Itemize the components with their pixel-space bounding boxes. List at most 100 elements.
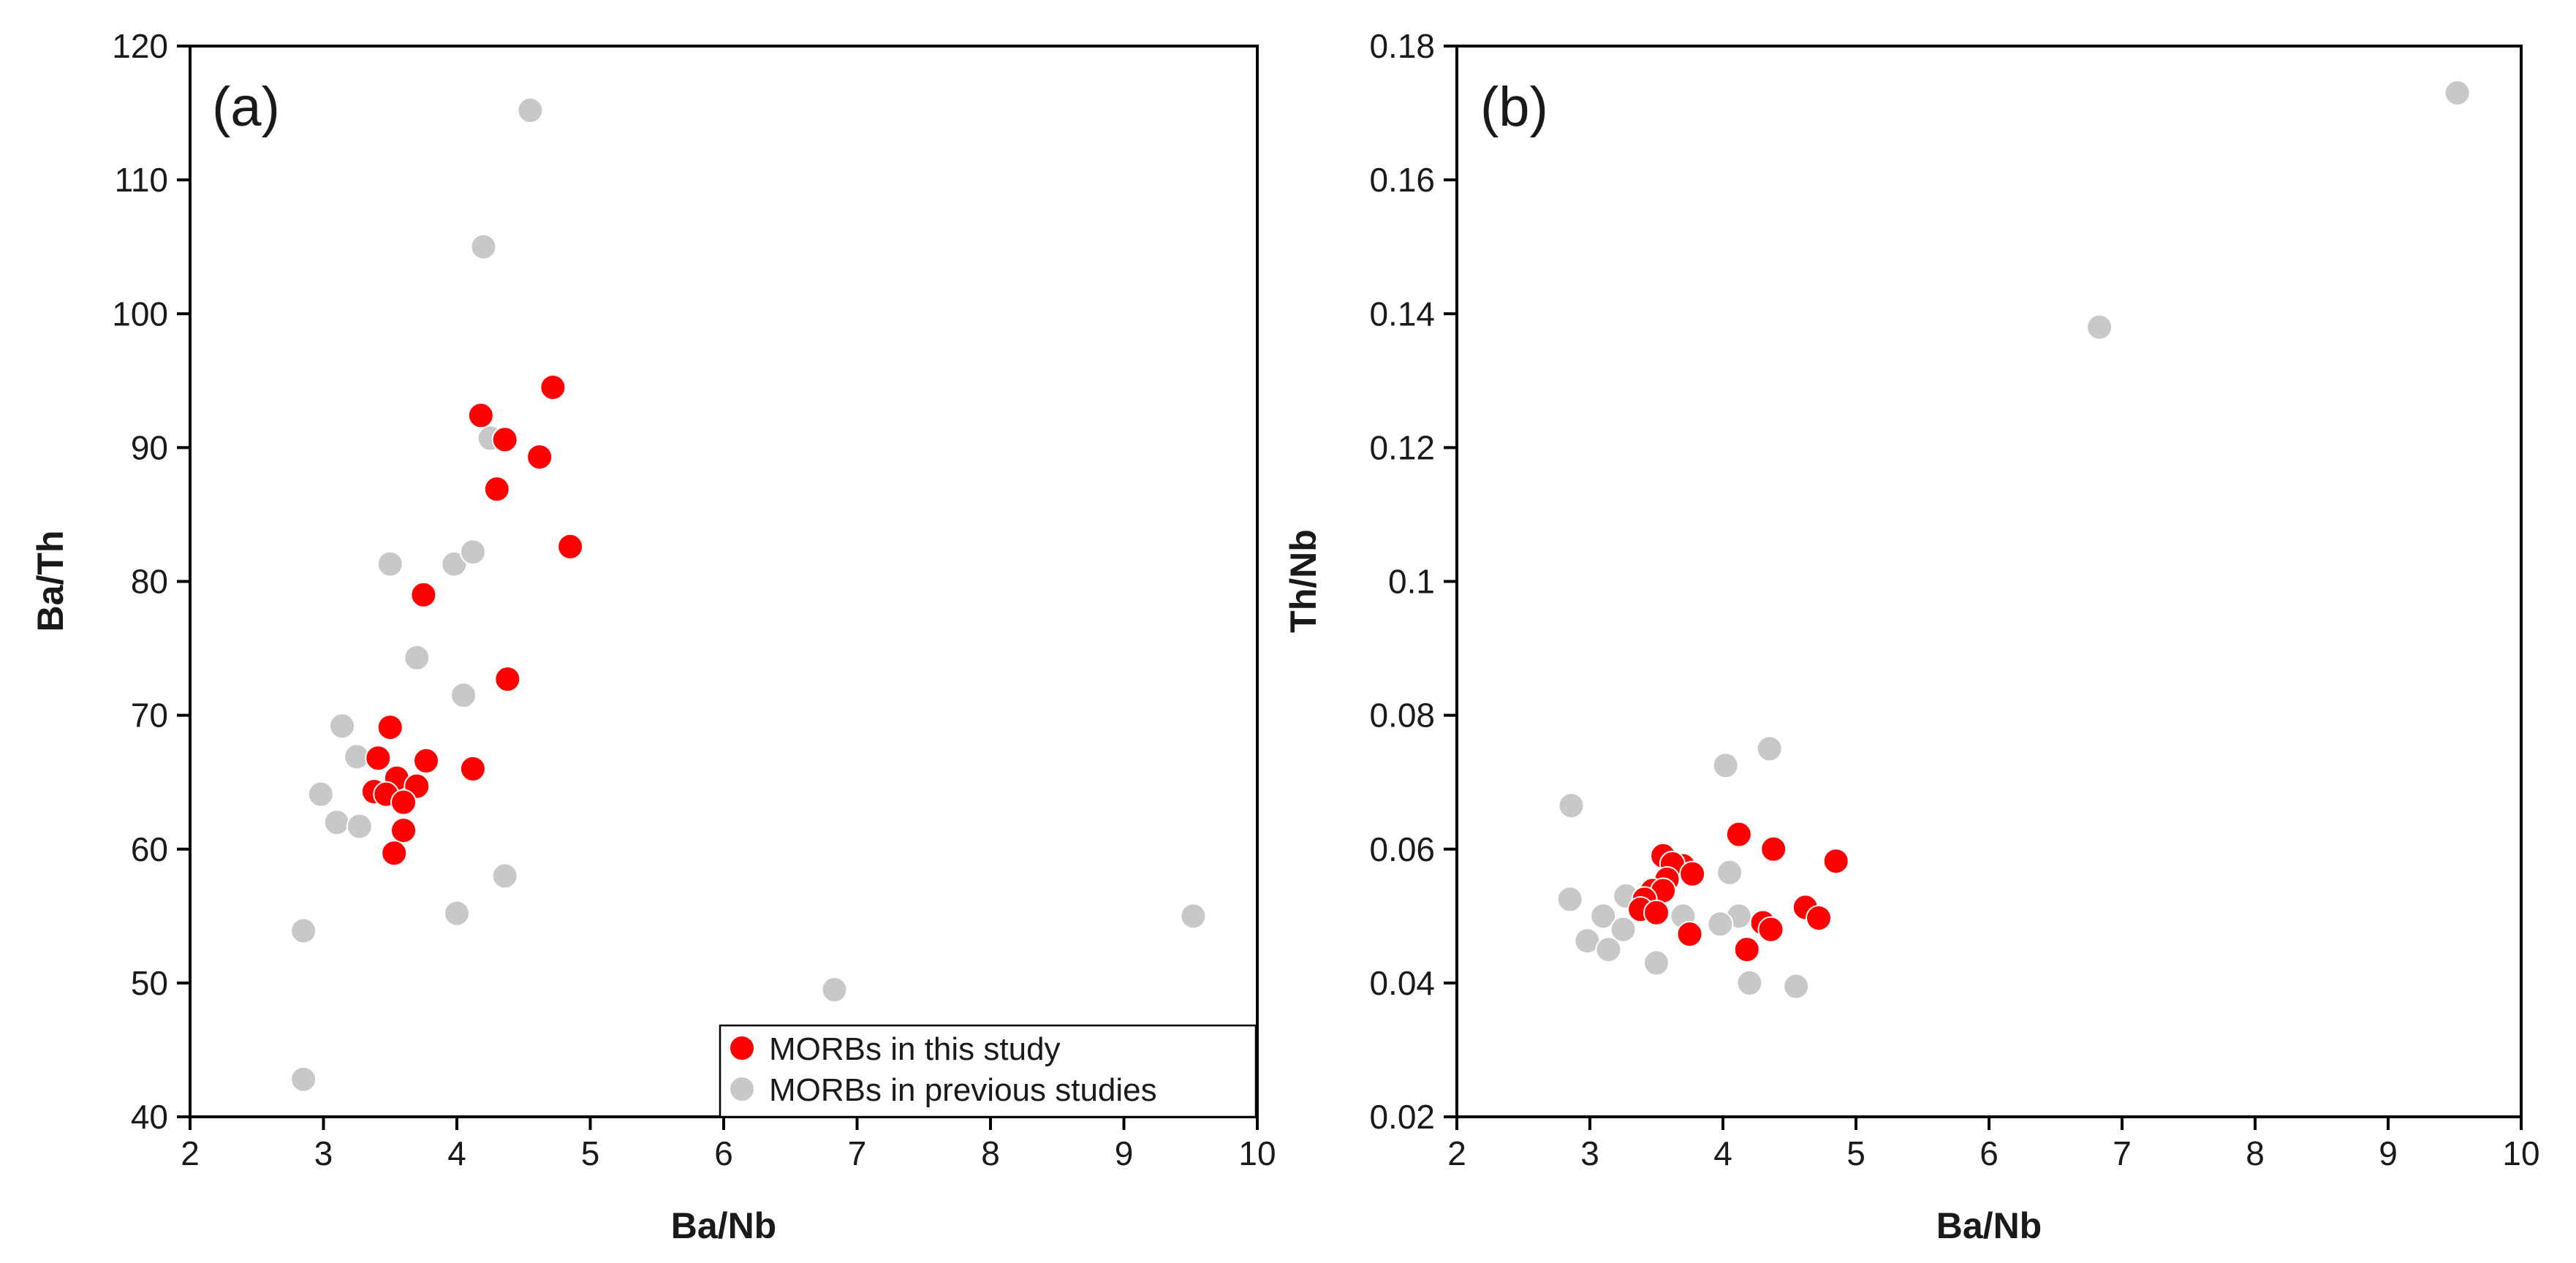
- panel-b-point-previous-studies: [1610, 916, 1637, 943]
- panel-b-y-tick-label: 0.06: [1369, 830, 1435, 868]
- panel-a-point-previous-studies: [346, 813, 373, 840]
- panel-a-point-this-study: [381, 840, 408, 867]
- panel-b-x-tick-label: 10: [2502, 1134, 2539, 1172]
- panel-a-point-this-study: [390, 817, 417, 844]
- panel-a-point-previous-studies: [821, 976, 848, 1004]
- panel-a-y-tick-label: 70: [131, 697, 168, 735]
- panel-a-x-tick-label: 10: [1238, 1134, 1276, 1172]
- panel-b-point-this-study: [1676, 921, 1703, 948]
- panel-b-x-tick-label: 7: [2113, 1134, 2132, 1172]
- panel-a-point-this-study: [491, 426, 518, 453]
- panel-b-x-axis: 2 3 4 5 6 7 8 9 10: [1447, 1117, 2540, 1172]
- panel-b-point-this-study: [1733, 936, 1760, 963]
- legend-box: [719, 1024, 1257, 1118]
- panel-b-point-previous-studies: [1556, 886, 1583, 913]
- panel-b-point-previous-studies: [1756, 735, 1783, 762]
- panel-a-x-tick-label: 7: [848, 1134, 867, 1172]
- panel-a-point-this-study: [459, 755, 486, 782]
- panel-a-point-previous-studies: [376, 550, 404, 577]
- panel-b-x-tick-label: 5: [1846, 1134, 1865, 1172]
- panel-b-point-previous-studies: [1736, 969, 1763, 996]
- panel-a-point-previous-studies: [441, 550, 468, 577]
- panel-b-y-tick-label: 0.02: [1369, 1098, 1435, 1136]
- panel-a-point-previous-studies: [1180, 903, 1207, 930]
- panel-a-y-axis: 40 50 60 70 80 90 100 110 120: [112, 27, 190, 1136]
- legend-marker-previous-studies: [729, 1076, 755, 1102]
- panel-a-point-this-study: [467, 402, 494, 429]
- panel-a-y-tick-label: 80: [131, 563, 168, 601]
- panel-a-point-this-study: [410, 581, 437, 608]
- panel-a-x-tick-label: 3: [314, 1134, 333, 1172]
- panel-b-y-tick-label: 0.04: [1369, 964, 1435, 1002]
- panel-b-point-previous-studies: [2086, 314, 2113, 341]
- legend-label-this-study: MORBs in this study: [769, 1031, 1061, 1067]
- panel-b-point-previous-studies: [1707, 911, 1734, 938]
- panel-a-point-previous-studies: [459, 539, 486, 566]
- panel-b-y-tick-label: 0.1: [1388, 563, 1435, 601]
- panel-a-x-axis-label: Ba/Nb: [671, 1205, 776, 1246]
- panel-b-y-tick-label: 0.16: [1369, 161, 1435, 199]
- panel-b-x-tick-label: 4: [1713, 1134, 1732, 1172]
- panel-b-point-previous-studies: [2444, 80, 2471, 107]
- panel-b-x-tick-label: 9: [2379, 1134, 2398, 1172]
- panel-a-point-previous-studies: [307, 781, 334, 808]
- panel-b-y-tick-label: 0.18: [1369, 27, 1435, 65]
- panel-b-point-this-study: [1679, 860, 1706, 887]
- panel-a-point-this-study: [483, 476, 510, 503]
- panel-b-point-this-study: [1806, 905, 1833, 932]
- panel-b-point-this-study: [1725, 821, 1752, 848]
- panel-b-point-previous-studies: [1716, 859, 1743, 886]
- legend-label-previous-studies: MORBs in previous studies: [769, 1072, 1157, 1108]
- panel-b-point-this-study: [1643, 899, 1670, 926]
- panel-a-plot-frame: [189, 45, 1259, 1118]
- panel-a-point-previous-studies: [470, 233, 497, 260]
- panel-a-point-this-study: [390, 789, 417, 816]
- panel-b-x-tick-label: 3: [1580, 1134, 1599, 1172]
- panel-a-x-axis: 2 3 4 5 6 7 8 9 10: [181, 1117, 1276, 1172]
- panel-a-y-tick-label: 60: [131, 830, 168, 868]
- panel-b-points: [1556, 80, 2471, 1000]
- panel-a-point-this-study: [526, 444, 553, 471]
- panel-b-y-axis: 0.02 0.04 0.06 0.08 0.1 0.12 0.14 0.16 0.18: [1369, 27, 1457, 1136]
- panel-b-y-tick-label: 0.14: [1369, 295, 1435, 333]
- panel-b-point-previous-studies: [1558, 792, 1585, 819]
- panel-a-x-tick-label: 8: [981, 1134, 1000, 1172]
- panel-a-point-this-study: [376, 714, 404, 741]
- panel-a-x-tick-label: 5: [581, 1134, 600, 1172]
- panel-b-point-previous-studies: [1783, 973, 1810, 1000]
- panel-b-y-tick-label: 0.12: [1369, 428, 1435, 466]
- panel-b-point-previous-studies: [1712, 752, 1739, 779]
- panel-a-y-tick-label: 40: [131, 1098, 168, 1136]
- panel-b-x-tick-label: 8: [2246, 1134, 2265, 1172]
- panel-a-x-tick-label: 9: [1115, 1134, 1134, 1172]
- panel-a-x-tick-label: 6: [714, 1134, 733, 1172]
- panel-b-chart: 0.02 0.04 0.06 0.08 0.1 0.12 0.14 0.16 0.18 2 3 4 5…: [1283, 27, 2540, 1246]
- panel-a-y-tick-label: 110: [115, 161, 168, 199]
- panel-a-point-previous-studies: [517, 96, 544, 124]
- panel-b-y-tick-label: 0.08: [1369, 697, 1435, 735]
- legend-marker-this-study: [729, 1035, 755, 1061]
- panel-b-point-previous-studies: [1590, 903, 1617, 930]
- panel-a-y-tick-label: 50: [131, 964, 168, 1002]
- panel-a-point-this-study: [557, 533, 584, 560]
- panel-a-tag: (a): [212, 76, 280, 138]
- panel-b-y-axis-label: Th/Nb: [1283, 529, 1324, 633]
- panel-a-y-tick-label: 90: [131, 428, 168, 466]
- panel-a-point-this-study: [539, 373, 567, 401]
- panel-b-point-previous-studies: [1595, 936, 1622, 963]
- panel-b-tag: (b): [1480, 76, 1548, 138]
- panel-a-y-tick-label: 120: [112, 27, 168, 65]
- panel-a-point-previous-studies: [450, 682, 477, 709]
- panel-a-point-previous-studies: [290, 1066, 317, 1093]
- panel-a-point-previous-studies: [323, 809, 350, 836]
- panel-a-point-this-study: [413, 747, 440, 774]
- panel-a-point-previous-studies: [290, 917, 317, 944]
- panel-a-chart: 40 50 60 70 80 90 100 110 120 2 3 4 5 6 7 8 9 10 (a) Ba/…: [30, 27, 1276, 1246]
- panel-a-point-previous-studies: [444, 900, 470, 927]
- panel-a-point-this-study: [365, 745, 392, 772]
- panel-b-point-previous-studies: [1643, 949, 1670, 976]
- panel-a-legend[interactable]: MORBs in this study MORBs in previous st…: [719, 1024, 1257, 1118]
- panel-b-point-this-study: [1757, 916, 1784, 943]
- panel-a-x-tick-label: 2: [181, 1134, 200, 1172]
